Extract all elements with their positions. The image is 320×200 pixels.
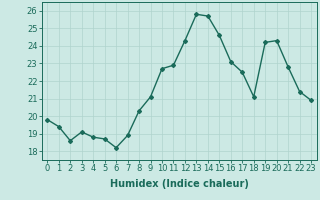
X-axis label: Humidex (Indice chaleur): Humidex (Indice chaleur): [110, 179, 249, 189]
